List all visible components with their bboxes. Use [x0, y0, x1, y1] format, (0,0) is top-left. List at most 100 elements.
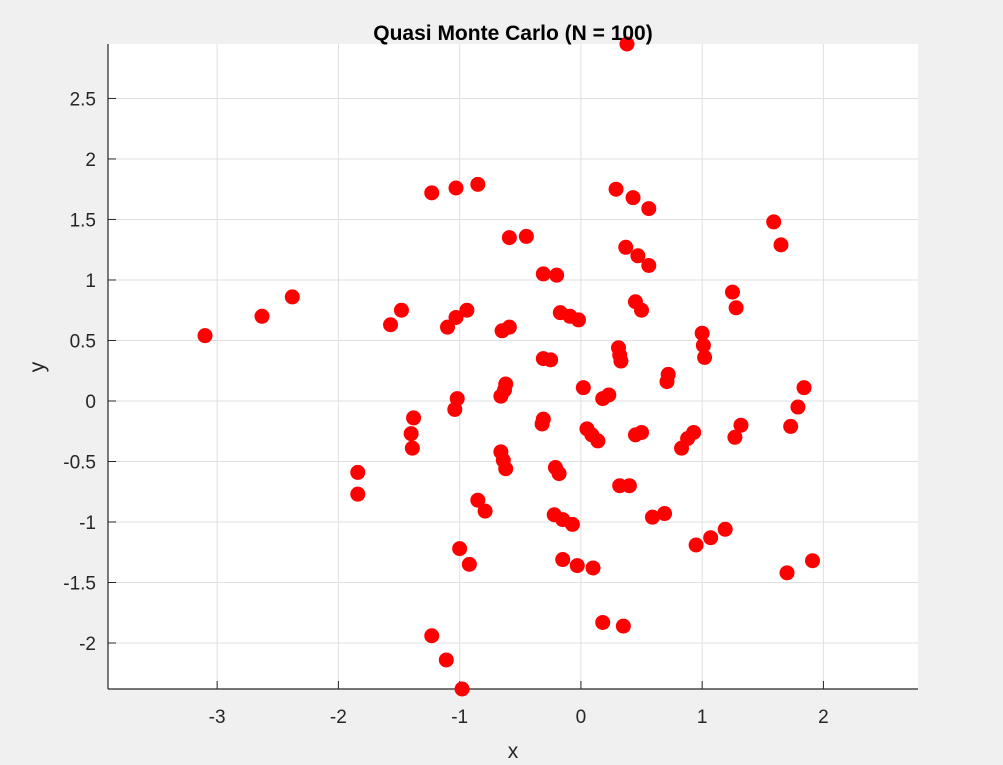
- axis-lines: [107, 44, 918, 690]
- data-point: [674, 440, 690, 456]
- data-point: [470, 492, 486, 508]
- data-point: [493, 388, 509, 404]
- data-point: [518, 228, 534, 244]
- data-point: [447, 401, 463, 417]
- data-point: [535, 266, 551, 282]
- data-point: [570, 312, 586, 328]
- data-point: [403, 426, 419, 442]
- data-point: [733, 417, 749, 433]
- data-point: [406, 410, 422, 426]
- data-point: [543, 352, 559, 368]
- data-point: [438, 652, 454, 668]
- data-point: [551, 466, 567, 482]
- data-point: [728, 300, 744, 316]
- data-point: [448, 309, 464, 325]
- y-tick-label: 0: [85, 392, 96, 413]
- data-point: [790, 399, 806, 415]
- data-point: [383, 317, 399, 333]
- data-point: [688, 537, 704, 553]
- data-point: [477, 503, 493, 519]
- data-point: [796, 380, 812, 396]
- y-tick-label: 1: [85, 271, 96, 292]
- x-tick-label: 0: [576, 707, 587, 728]
- data-points: [197, 36, 821, 697]
- data-point: [805, 553, 821, 569]
- data-point: [703, 530, 719, 546]
- data-point: [630, 248, 646, 264]
- data-point: [424, 628, 440, 644]
- data-point: [595, 391, 611, 407]
- x-tick-label: 1: [697, 707, 708, 728]
- data-point: [595, 614, 611, 630]
- x-tick-label: 2: [818, 707, 829, 728]
- data-point: [498, 461, 514, 477]
- data-point: [608, 181, 624, 197]
- data-point: [470, 176, 486, 192]
- data-point: [619, 36, 635, 52]
- data-point: [659, 374, 675, 390]
- data-point: [634, 302, 650, 318]
- data-point: [549, 267, 565, 283]
- tick-labels: -3 -2 -1 0 1 2 -2 -1.5 -1 -0.5 0 0.5 1 1.5 2 2.5: [63, 89, 828, 728]
- x-tick-label: -1: [451, 707, 468, 728]
- data-point: [534, 416, 550, 432]
- data-point: [695, 337, 711, 353]
- y-axis-label: y: [26, 361, 49, 372]
- data-point: [717, 521, 733, 537]
- y-tick-label: 1.5: [70, 210, 96, 231]
- y-tick-label: 2: [85, 150, 96, 171]
- data-point: [615, 618, 631, 634]
- data-point: [613, 353, 629, 369]
- data-point: [350, 464, 366, 480]
- x-tick-label: -2: [330, 707, 347, 728]
- data-point: [766, 214, 782, 230]
- data-point: [424, 185, 440, 201]
- data-point: [564, 516, 580, 532]
- data-point: [641, 257, 657, 273]
- data-point: [501, 319, 517, 335]
- chart-title: Quasi Monte Carlo (N = 100): [373, 22, 652, 45]
- data-point: [440, 319, 456, 335]
- data-point: [404, 440, 420, 456]
- data-point: [694, 325, 710, 341]
- data-point: [727, 429, 743, 445]
- x-tick-label: -3: [209, 707, 226, 728]
- x-axis-label: x: [508, 740, 519, 763]
- data-point: [448, 180, 464, 196]
- y-tick-label: 2.5: [70, 89, 96, 110]
- data-point: [697, 349, 713, 365]
- data-point: [621, 478, 637, 494]
- data-point: [783, 418, 799, 434]
- y-tick-label: -1.5: [63, 574, 96, 595]
- y-tick-label: 0.5: [70, 331, 96, 352]
- data-point: [590, 433, 606, 449]
- data-point: [254, 308, 270, 324]
- data-point: [773, 237, 789, 253]
- data-point: [197, 328, 213, 344]
- data-point: [644, 509, 660, 525]
- data-point: [779, 565, 795, 581]
- data-point: [641, 201, 657, 217]
- data-point: [618, 239, 634, 255]
- y-tick-label: -0.5: [63, 452, 96, 473]
- data-point: [585, 560, 601, 576]
- data-point: [569, 558, 585, 574]
- y-tick-label: -1: [79, 513, 96, 534]
- axes-background: [108, 44, 918, 689]
- data-point: [627, 427, 643, 443]
- data-point: [452, 541, 468, 557]
- data-point: [625, 190, 641, 206]
- data-point: [501, 230, 517, 246]
- grid: [108, 44, 918, 689]
- y-tick-label: -2: [79, 634, 96, 655]
- data-point: [459, 302, 475, 318]
- data-point: [393, 302, 409, 318]
- data-point: [284, 289, 300, 305]
- data-point: [454, 681, 470, 697]
- data-point: [350, 486, 366, 502]
- data-point: [555, 552, 571, 568]
- data-point: [724, 284, 740, 300]
- data-point: [461, 556, 477, 572]
- data-point: [657, 506, 673, 522]
